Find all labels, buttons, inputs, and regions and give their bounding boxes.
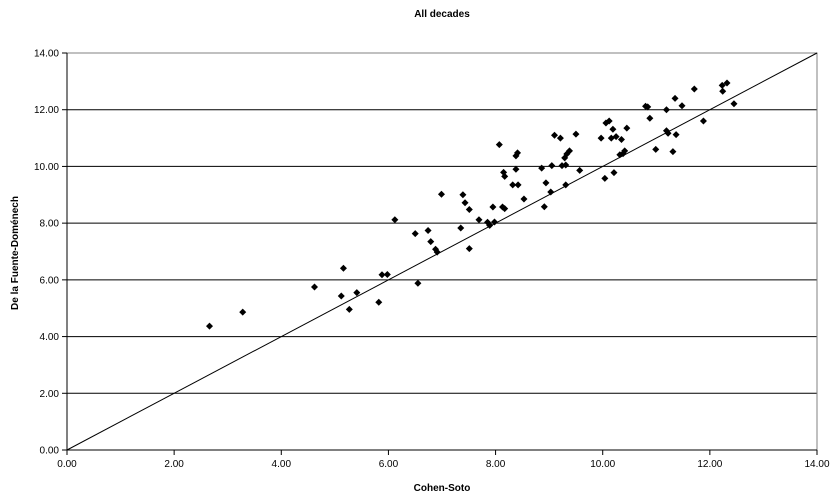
y-tick-label: 12.00 [34, 105, 59, 116]
data-point [337, 292, 345, 300]
data-point [664, 129, 672, 137]
data-point [391, 216, 399, 224]
data-point [424, 227, 432, 235]
reference-line-45deg [66, 52, 818, 451]
data-point [669, 148, 677, 156]
data-point [206, 322, 213, 330]
x-tick-label: 14.00 [804, 459, 829, 470]
data-point [551, 131, 558, 139]
data-point [514, 149, 522, 157]
data-point [239, 308, 247, 316]
data-point [353, 289, 361, 297]
y-tick-label: 0.00 [40, 446, 60, 457]
x-tick-label: 0.00 [57, 459, 77, 470]
data-point [375, 298, 383, 306]
data-point [723, 79, 731, 87]
data-point [509, 181, 517, 189]
data-point [597, 134, 605, 142]
data-point [437, 190, 445, 198]
data-point [378, 271, 386, 279]
data-point [427, 238, 435, 246]
data-point [547, 188, 555, 196]
data-point [718, 81, 726, 89]
data-point [465, 245, 473, 253]
reference-line [66, 52, 818, 451]
data-point [512, 165, 520, 173]
data-point [311, 283, 318, 291]
data-point [548, 162, 556, 170]
data-point [562, 161, 570, 169]
data-point [623, 124, 631, 132]
data-point [339, 264, 347, 272]
data-point [465, 206, 473, 214]
data-point [562, 181, 570, 189]
data-point [383, 270, 391, 278]
data-point [566, 147, 573, 155]
data-point [617, 135, 625, 143]
data-point [501, 172, 509, 180]
data-point [719, 87, 727, 95]
axes [62, 52, 818, 455]
data-point [556, 134, 564, 142]
data-points [206, 79, 738, 330]
x-tick-label: 10.00 [590, 459, 615, 470]
chart-title: All decades [414, 9, 470, 20]
data-point [489, 203, 497, 211]
x-tick-label: 2.00 [164, 459, 184, 470]
data-point [411, 230, 419, 238]
data-point [520, 195, 528, 203]
x-tick-label: 4.00 [272, 459, 292, 470]
data-point [491, 218, 498, 226]
data-point [601, 174, 609, 182]
data-point [671, 94, 679, 102]
data-point [345, 305, 353, 313]
data-point [542, 179, 550, 187]
y-tick-label: 6.00 [40, 275, 60, 286]
grid-lines [67, 109, 817, 394]
x-tick-label: 8.00 [486, 459, 506, 470]
data-point [662, 106, 670, 114]
data-point [538, 164, 546, 172]
data-point [501, 205, 509, 213]
data-point [652, 145, 660, 153]
data-point [610, 169, 618, 177]
data-point [730, 100, 738, 108]
data-point [605, 117, 613, 125]
y-axis-title: De la Fuente-Doménech [10, 196, 21, 310]
x-axis-title: Cohen-Soto [414, 483, 471, 494]
tick-labels: 0.00 2.00 4.00 6.00 8.00 10.00 12.00 14.00 0.00 2… [34, 49, 830, 471]
x-tick-label: 6.00 [379, 459, 399, 470]
data-point [690, 85, 698, 93]
data-point [699, 117, 707, 125]
data-point [514, 181, 522, 189]
data-point [646, 114, 654, 122]
data-point [495, 141, 503, 149]
data-point [609, 125, 617, 133]
data-point [475, 216, 483, 224]
y-tick-label: 10.00 [34, 162, 59, 173]
data-point [576, 166, 584, 174]
y-tick-label: 4.00 [40, 332, 60, 343]
data-point [414, 279, 422, 287]
data-point [678, 102, 686, 110]
data-point [644, 103, 652, 111]
data-point [612, 133, 620, 141]
y-tick-label: 2.00 [40, 389, 60, 400]
y-tick-label: 8.00 [40, 219, 60, 230]
data-point [433, 248, 441, 256]
data-point [672, 131, 680, 139]
data-point [540, 203, 548, 211]
y-tick-label: 14.00 [34, 49, 59, 60]
data-point [459, 191, 467, 199]
data-point [457, 224, 465, 232]
x-tick-label: 12.00 [697, 459, 722, 470]
data-point [486, 221, 494, 229]
data-point [621, 147, 629, 155]
data-point [572, 130, 580, 138]
data-point [461, 199, 469, 207]
